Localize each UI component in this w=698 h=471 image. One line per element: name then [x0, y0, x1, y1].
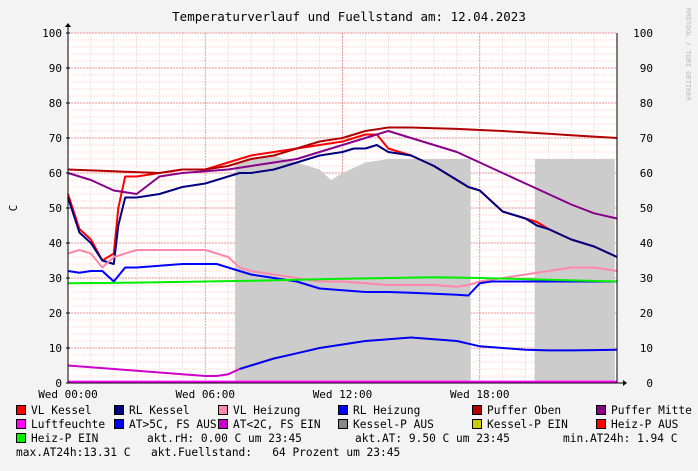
y-tick-label-right: 80 — [640, 97, 653, 110]
legend-swatch — [338, 419, 348, 429]
x-axis-arrow — [623, 380, 627, 386]
y-tick-label-left: 80 — [49, 97, 62, 110]
legend-item: RL Kessel — [114, 404, 190, 417]
y-tick-label-left: 50 — [49, 202, 62, 215]
legend-label: Puffer Mitte — [611, 404, 692, 417]
legend-label: RL Heizung — [353, 404, 421, 417]
legend-swatch — [114, 419, 124, 429]
series-line-heiz-p-ein — [67, 276, 618, 285]
legend-swatch — [338, 405, 348, 415]
legend-label: Puffer Oben — [487, 404, 562, 417]
legend-swatch — [596, 419, 606, 429]
legend-swatch — [218, 419, 228, 429]
info-fuellstand: akt.Fuellstand: 64 Prozent um 23:45 — [151, 446, 401, 459]
legend-item: Kessel-P AUS — [338, 418, 434, 431]
legend-swatch — [218, 405, 228, 415]
legend-label: Heiz-P AUS — [611, 418, 679, 431]
legend-label: VL Heizung — [233, 404, 301, 417]
legend-label: Luftfeuchte — [31, 418, 106, 431]
y-tick-label-left: 10 — [49, 342, 62, 355]
series-lines — [67, 126, 618, 383]
info-rh: akt.rH: 0.00 C um 23:45 — [147, 432, 302, 445]
fuellstand-area-fill — [68, 155, 617, 383]
legend-item: Heiz-P EIN — [16, 432, 98, 445]
legend-label: VL Kessel — [31, 404, 92, 417]
info-max: max.AT24h:13.31 C — [16, 446, 131, 459]
series-line-rl-heizung — [67, 263, 617, 297]
y-tick-label-right: 0 — [646, 377, 653, 390]
series-line-puffer-oben — [67, 126, 618, 174]
watermark: RRDTOOL / TOBI OETIKER — [684, 8, 692, 102]
legend-item: VL Kessel — [16, 404, 92, 417]
legend-item: RL Heizung — [338, 404, 420, 417]
series-line-puffer-mitte — [67, 130, 618, 220]
series-line-at-5c-fs-aus — [239, 336, 618, 370]
y-tick-label-left: 20 — [49, 307, 62, 320]
series-line-at-2c-fs-ein — [67, 364, 241, 377]
y-tick-label-left: 40 — [49, 237, 62, 250]
series-line-rl-kessel — [67, 144, 618, 265]
y-tick-label-right: 20 — [640, 307, 653, 320]
y-tick-label-right: 90 — [640, 62, 653, 75]
legend-swatch — [472, 419, 482, 429]
legend-label: AT<2C, FS EIN — [233, 418, 321, 431]
legend-swatch — [16, 433, 26, 443]
legend-item: VL Heizung — [218, 404, 300, 417]
legend-item: AT>5C, FS AUS — [114, 418, 217, 431]
y-tick-label-left: 70 — [49, 132, 62, 145]
legend-item: Luftfeuchte — [16, 418, 105, 431]
legend-swatch — [114, 405, 124, 415]
legend-item: Heiz-P AUS — [596, 418, 678, 431]
y-tick-label-right: 30 — [640, 272, 653, 285]
info-min: min.AT24h: 1.94 C — [563, 432, 678, 445]
legend-label: Kessel-P AUS — [353, 418, 434, 431]
x-tick-label: Wed 00:00 — [38, 388, 98, 401]
y-axis-arrow — [65, 23, 71, 27]
y-tick-label-right: 10 — [640, 342, 653, 355]
legend-label: RL Kessel — [129, 404, 190, 417]
y-tick-label-right: 70 — [640, 132, 653, 145]
legend-swatch — [472, 405, 482, 415]
legend-label: Kessel-P EIN — [487, 418, 568, 431]
y-tick-label-left: 60 — [49, 167, 62, 180]
y-tick-label-left: 90 — [49, 62, 62, 75]
chart-title: Temperaturverlauf und Fuellstand am: 12.… — [172, 9, 526, 24]
info-at: akt.AT: 9.50 C um 23:45 — [355, 432, 510, 445]
legend-item: Puffer Oben — [472, 404, 561, 417]
legend-item: Puffer Mitte — [596, 404, 692, 417]
y-tick-label-right: 50 — [640, 202, 653, 215]
x-tick-label: Wed 18:00 — [450, 388, 510, 401]
fuellstand-area — [68, 155, 617, 383]
axes: 0 0 10 10 20 20 30 30 40 40 50 50 60 60 70 70 80 80 90 90 10… — [38, 23, 653, 401]
legend-item: Kessel-P EIN — [472, 418, 568, 431]
x-tick-label: Wed 06:00 — [175, 388, 235, 401]
legend-item: AT<2C, FS EIN — [218, 418, 321, 431]
legend-swatch — [16, 419, 26, 429]
y-tick-label-right: 60 — [640, 167, 653, 180]
x-tick-label: Wed 12:00 — [313, 388, 373, 401]
y-tick-label-right: 40 — [640, 237, 653, 250]
y-axis-label: C — [7, 205, 20, 212]
y-tick-label-left: 100 — [42, 27, 62, 40]
legend-swatch — [596, 405, 606, 415]
legend-label: Heiz-P EIN — [31, 432, 99, 445]
y-tick-label-right: 100 — [633, 27, 653, 40]
y-tick-label-left: 30 — [49, 272, 62, 285]
legend-label: AT>5C, FS AUS — [129, 418, 217, 431]
legend-swatch — [16, 405, 26, 415]
y-tick-label-left: 0 — [55, 377, 62, 390]
